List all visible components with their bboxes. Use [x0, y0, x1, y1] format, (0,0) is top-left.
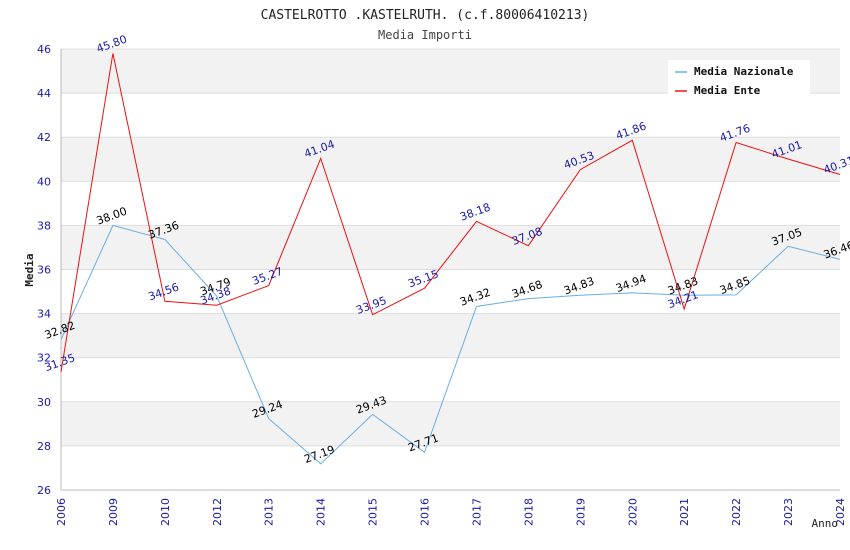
grid-band: [61, 401, 840, 446]
x-tick-label: 2021: [678, 498, 691, 526]
axes: [60, 49, 840, 491]
x-tick-label: 2024: [834, 498, 847, 526]
x-tick-label: 2023: [782, 498, 795, 526]
x-tick-label: 2012: [211, 498, 224, 526]
x-tick-label: 2022: [730, 498, 743, 526]
x-tick-label: 2019: [574, 498, 587, 526]
y-tick-label: 42: [37, 131, 51, 144]
y-tick-label: 40: [37, 175, 51, 188]
x-tick-label: 2015: [367, 498, 380, 526]
y-tick-label: 30: [37, 396, 51, 409]
chart-subtitle: Media Importi: [378, 28, 472, 42]
y-tick-label: 26: [37, 484, 51, 497]
y-tick-label: 28: [37, 440, 51, 453]
grid-band: [61, 313, 840, 358]
y-tick-label: 38: [37, 219, 51, 232]
x-tick-label: 2017: [470, 498, 483, 526]
series-line-ente: [60, 53, 841, 373]
y-tick-label: 34: [37, 308, 51, 321]
legend-label-ente: Media Ente: [694, 84, 761, 97]
legend-box: [668, 60, 810, 98]
chart-title: CASTELROTTO .KASTELRUTH. (c.f.8000641021…: [261, 8, 590, 23]
y-tick-label: 46: [37, 43, 51, 56]
x-tick-label: 2016: [419, 498, 432, 526]
y-axis-ticks: 26 28 30 32 34 36 38 40 42 44 46: [37, 43, 51, 497]
x-tick-label: 2006: [55, 498, 68, 526]
y-tick-label: 44: [37, 87, 51, 100]
x-tick-label: 2009: [107, 498, 120, 526]
x-axis-title: Anno: [812, 517, 839, 530]
x-axis-ticks: 2006 2009 2010 2012 2013 2014 2015 2016 2017 2018…: [55, 498, 847, 526]
series-line-nazionale: [60, 224, 841, 465]
x-tick-label: 2018: [522, 498, 535, 526]
x-tick-label: 2020: [626, 498, 639, 526]
y-tick-label: 32: [37, 352, 51, 365]
x-tick-label: 2010: [159, 498, 172, 526]
y-tick-label: 36: [37, 264, 51, 277]
legend: Media Nazionale Media Ente: [668, 60, 810, 98]
x-tick-label: 2014: [315, 498, 328, 526]
series-lines: [60, 53, 841, 465]
y-axis-title: Media: [23, 253, 36, 286]
x-tick-label: 2013: [263, 498, 276, 526]
grid-band: [61, 137, 840, 182]
grid-band: [61, 225, 840, 270]
legend-label-nazionale: Media Nazionale: [694, 65, 794, 78]
